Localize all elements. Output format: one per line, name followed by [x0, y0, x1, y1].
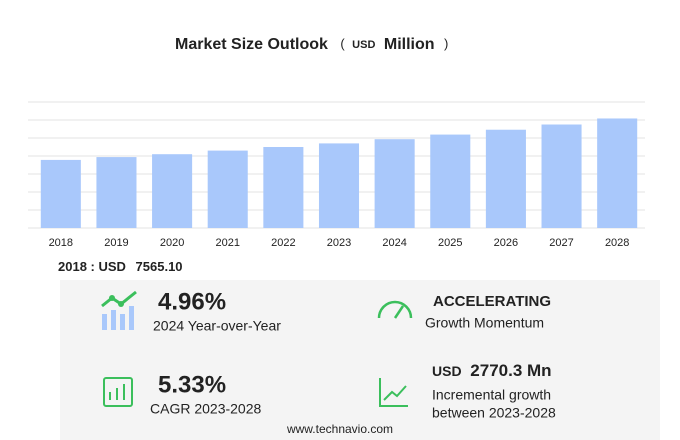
- bar: [152, 154, 193, 228]
- x-tick-label: 2026: [494, 237, 518, 249]
- incremental-currency: USD: [432, 363, 462, 379]
- bar: [263, 147, 304, 228]
- bar: [40, 159, 81, 228]
- yoy-value: 4.96%: [158, 288, 226, 315]
- x-tick-label: 2022: [271, 237, 295, 249]
- plot: 2018 2019 2020 2021 2022 2023 2024 2025 2026 2027…: [28, 101, 645, 249]
- base-label: 2018 : USD: [58, 259, 126, 274]
- x-tick-label: 2024: [382, 237, 406, 249]
- x-tick-label: 2021: [215, 237, 239, 249]
- x-tick-label: 2027: [549, 237, 573, 249]
- base-year: 2018 : USD 7565.10: [58, 259, 183, 274]
- base-value: 7565.10: [136, 259, 183, 274]
- incremental-value: USD 2770.3 Mn: [432, 361, 552, 380]
- x-tick-label: 2028: [605, 237, 629, 249]
- bar: [374, 139, 415, 228]
- x-tick-label: 2025: [438, 237, 462, 249]
- icon-incremental: [379, 378, 408, 407]
- footer: www.technavio.com: [286, 422, 393, 436]
- incremental-amount: 2770.3 Mn: [470, 361, 551, 380]
- icon-momentum: [377, 300, 413, 319]
- summary-panel: [60, 280, 660, 440]
- x-tick-label: 2019: [104, 237, 128, 249]
- bar: [485, 129, 526, 228]
- title-text: Market Size Outlook: [175, 36, 328, 53]
- title-currency: USD: [352, 39, 375, 51]
- x-tick-label: 2023: [327, 237, 351, 249]
- bar: [207, 150, 248, 228]
- incremental-label: between 2023-2028: [432, 405, 556, 421]
- title-paren: ): [444, 36, 448, 51]
- momentum-value: ACCELERATING: [433, 293, 551, 310]
- icon-yoy: [101, 290, 137, 330]
- bar: [96, 157, 137, 228]
- title-paren: (: [340, 36, 345, 51]
- title-unit: Million: [384, 36, 435, 53]
- bar: [541, 124, 582, 228]
- yoy-label: 2024 Year-over-Year: [153, 318, 281, 334]
- cagr-value: 5.33%: [158, 371, 226, 398]
- x-tick-label: 2018: [49, 237, 73, 249]
- bar: [430, 134, 471, 228]
- x-tick-label: 2020: [160, 237, 184, 249]
- momentum-label: Growth Momentum: [425, 315, 544, 331]
- icon-cagr: [103, 377, 133, 407]
- bar: [318, 143, 360, 228]
- bar: [597, 118, 638, 228]
- incremental-label: Incremental growth: [432, 387, 551, 403]
- chart-title: Market Size Outlook ( USD Million ): [175, 36, 448, 53]
- cagr-label: CAGR 2023-2028: [150, 401, 262, 417]
